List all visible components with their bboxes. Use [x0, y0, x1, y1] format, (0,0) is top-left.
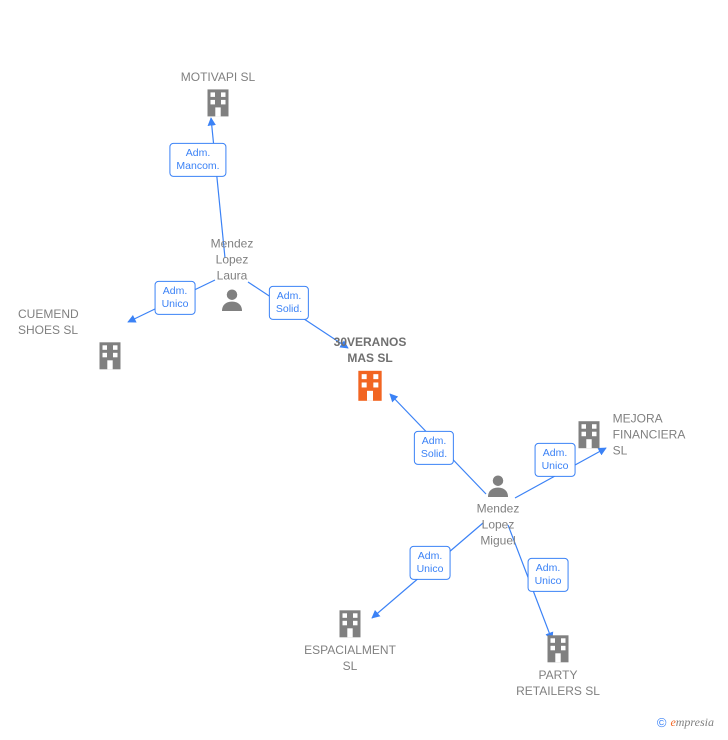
- building-icon: [290, 606, 410, 642]
- edge-label: Adm.Unico: [410, 546, 451, 580]
- building-icon: [158, 85, 278, 121]
- building-icon: [40, 338, 180, 374]
- building-icon: [310, 366, 430, 406]
- edge-label: Adm.Unico: [528, 558, 569, 592]
- building-icon: [571, 417, 607, 453]
- brand-name: empresia: [670, 715, 714, 730]
- copyright-symbol: ©: [657, 715, 667, 730]
- node-espacial: ESPACIALMENTSL: [290, 606, 410, 674]
- footer-credit: © empresia: [657, 715, 714, 730]
- edge-label: Adm.Mancom.: [169, 143, 226, 177]
- node-label: MendezLopezLaura: [172, 236, 292, 285]
- node-party: PARTYRETAILERS SL: [498, 631, 618, 699]
- node-cuemend: CUEMENDSHOES SL: [40, 306, 180, 374]
- node-label: ESPACIALMENTSL: [290, 642, 410, 674]
- node-miguel: MendezLopezMiguel: [438, 471, 558, 550]
- node-label: PARTYRETAILERS SL: [498, 667, 618, 699]
- edge-label: Adm.Unico: [155, 281, 196, 315]
- node-center: 30VERANOSMAS SL: [310, 334, 430, 406]
- node-label: MendezLopezMiguel: [438, 501, 558, 550]
- diagram-canvas: MOTIVAPI SL CUEMENDSHOES SL MendezLopezL…: [0, 0, 728, 740]
- building-icon: [498, 631, 618, 667]
- edge-label: Adm.Solid.: [414, 431, 454, 465]
- node-label: MEJORAFINANCIERASL: [613, 411, 686, 460]
- node-label: MOTIVAPI SL: [158, 69, 278, 85]
- edge-label: Adm.Solid.: [269, 286, 309, 320]
- node-motivapi: MOTIVAPI SL: [158, 69, 278, 121]
- node-label: 30VERANOSMAS SL: [310, 334, 430, 366]
- edge-label: Adm.Unico: [535, 443, 576, 477]
